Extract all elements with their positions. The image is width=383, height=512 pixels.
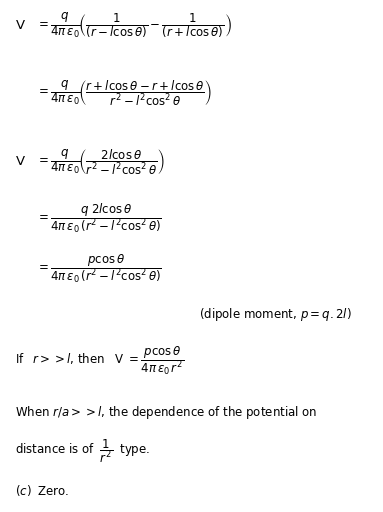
Text: When $r/a >> l$, the dependence of the potential on: When $r/a >> l$, the dependence of the p…: [15, 403, 318, 421]
Text: $\mathrm{V}$: $\mathrm{V}$: [15, 19, 26, 32]
Text: $= \dfrac{q}{4\pi\,\epsilon_0}\!\left(\dfrac{r + l\cos\theta - r + l\cos\theta}{: $= \dfrac{q}{4\pi\,\epsilon_0}\!\left(\d…: [36, 78, 212, 106]
Text: If $\;\; r >> l$, then $\;$ V $= \dfrac{p\cos\theta}{4\pi\,\epsilon_0\,r^2}$: If $\;\; r >> l$, then $\;$ V $= \dfrac{…: [15, 345, 185, 377]
Text: distance is of $\;\dfrac{1}{r^2}\;$ type.: distance is of $\;\dfrac{1}{r^2}\;$ type…: [15, 437, 151, 464]
Text: $= \dfrac{p\cos\theta}{4\pi\,\epsilon_0\,(r^2 - l^2\cos^2\theta)}$: $= \dfrac{p\cos\theta}{4\pi\,\epsilon_0\…: [36, 252, 162, 285]
Text: $(c)\;$ Zero.: $(c)\;$ Zero.: [15, 483, 70, 498]
Text: (dipole moment, $p = q.2l$): (dipole moment, $p = q.2l$): [199, 306, 352, 324]
Text: $= \dfrac{q}{4\pi\,\epsilon_0}\!\left(\dfrac{2l\cos\theta}{r^2 - l^2\cos^2\theta: $= \dfrac{q}{4\pi\,\epsilon_0}\!\left(\d…: [36, 147, 165, 176]
Text: $\mathrm{V}$: $\mathrm{V}$: [15, 155, 26, 168]
Text: $= \dfrac{q}{4\pi\,\epsilon_0}\!\left(\dfrac{1}{(r - l\cos\theta)} - \dfrac{1}{(: $= \dfrac{q}{4\pi\,\epsilon_0}\!\left(\d…: [36, 11, 232, 40]
Text: $= \dfrac{q\;2l\cos\theta}{4\pi\,\epsilon_0\,(r^2 - l^2\cos^2\theta)}$: $= \dfrac{q\;2l\cos\theta}{4\pi\,\epsilo…: [36, 201, 162, 234]
